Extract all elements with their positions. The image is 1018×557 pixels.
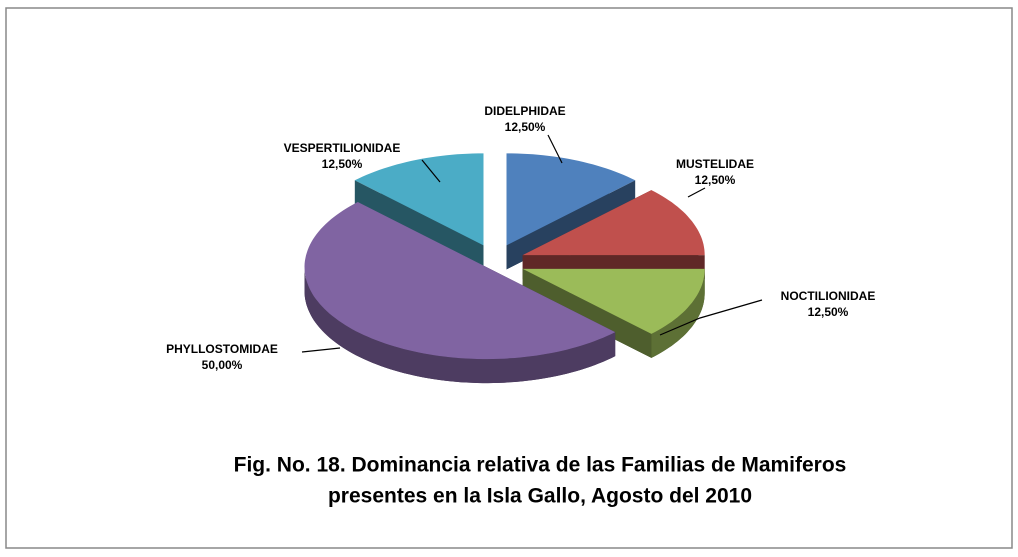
slice — [354, 153, 484, 246]
slice-side — [522, 268, 652, 358]
slice — [304, 202, 616, 360]
chart-title: Fig. No. 18. Dominancia relativa de las … — [234, 454, 847, 477]
slice-value-label: 50,00% — [202, 358, 243, 372]
slice-label: PHYLLOSTOMIDAE — [166, 342, 278, 356]
slice-wall — [304, 267, 616, 384]
slice-value-label: 12,50% — [505, 120, 546, 134]
chart-title: presentes en la Isla Gallo, Agosto del 2… — [328, 485, 752, 508]
slice-value-label: 12,50% — [695, 173, 736, 187]
leader-line — [687, 187, 706, 198]
slice — [522, 268, 705, 334]
slice-wall — [651, 268, 705, 358]
slice-label: MUSTELIDAE — [676, 157, 754, 171]
leader-line — [659, 299, 763, 336]
slice-label: VESPERTILIONIDAE — [284, 141, 401, 155]
leader-line — [547, 134, 563, 164]
slice-label: NOCTILIONIDAE — [781, 289, 876, 303]
pie — [304, 153, 705, 384]
leader-line — [421, 159, 441, 183]
slice-label: DIDELPHIDAE — [484, 104, 565, 118]
slice-value-label: 12,50% — [322, 157, 363, 171]
slice-side — [354, 180, 484, 270]
slice — [506, 153, 636, 246]
chart-frame — [5, 7, 1013, 549]
slice-value-label: 12,50% — [808, 305, 849, 319]
leader-line — [301, 347, 341, 353]
slice — [522, 190, 705, 256]
